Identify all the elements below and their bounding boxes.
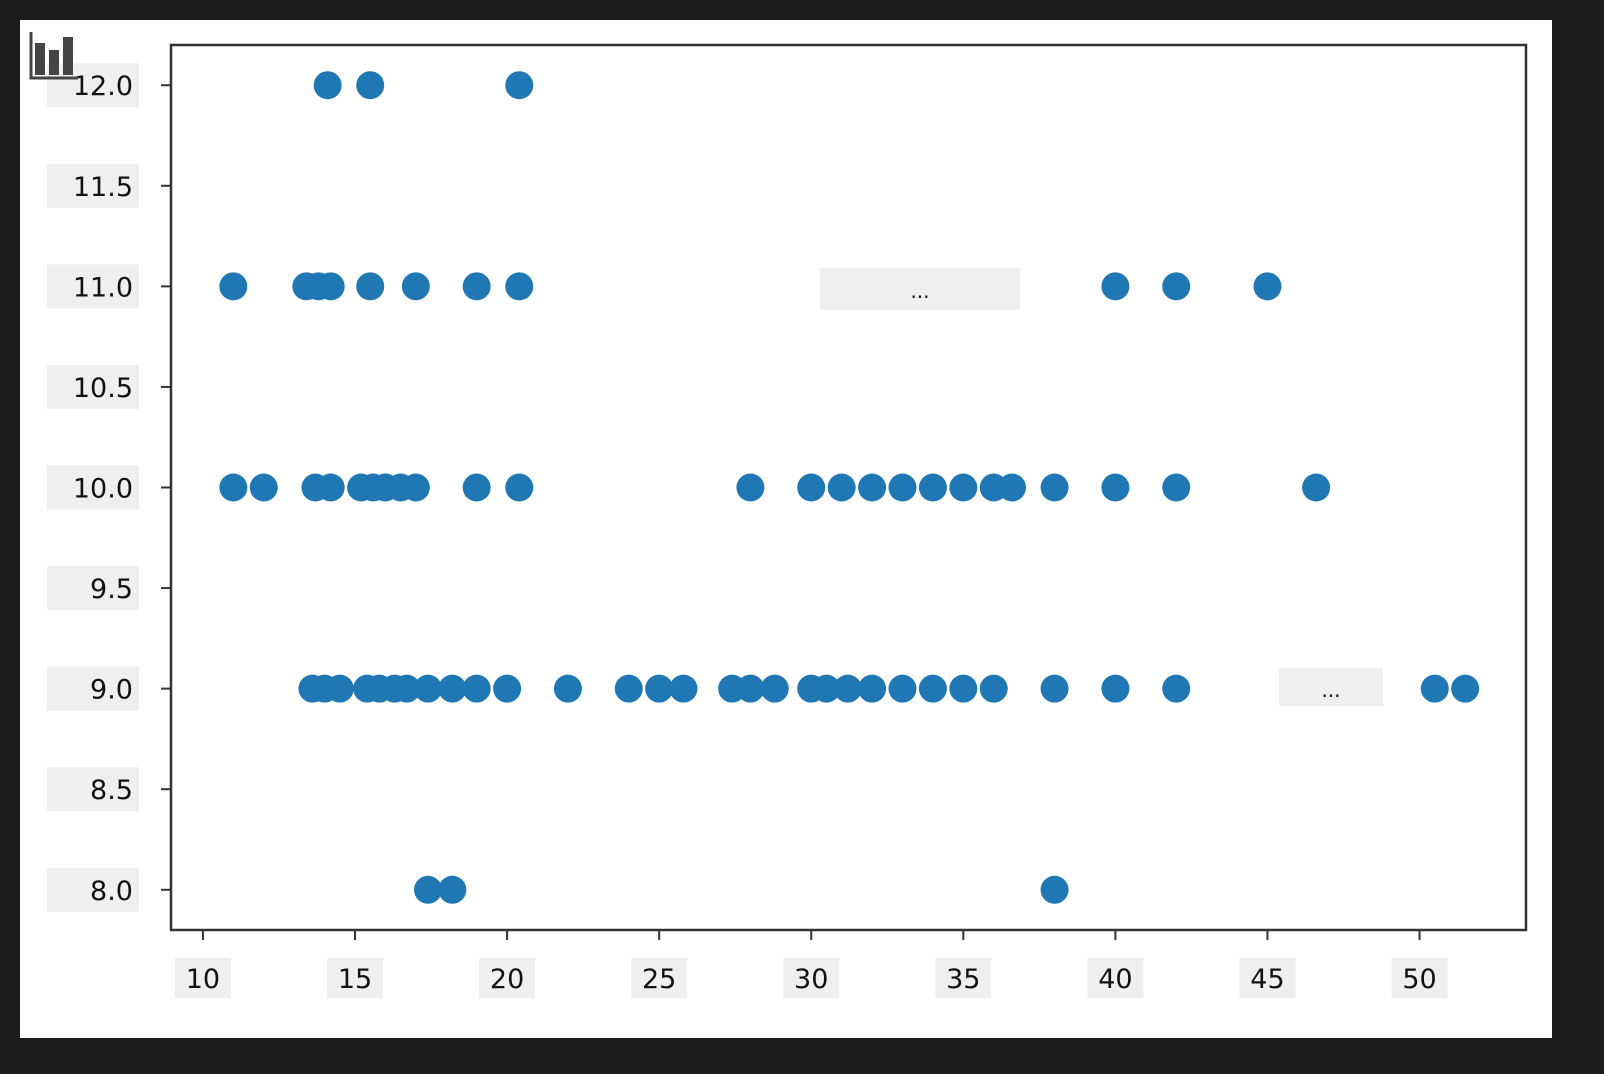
data-point — [736, 674, 765, 703]
data-point — [833, 674, 862, 703]
x-tick-label-bg — [783, 958, 840, 998]
data-point — [1420, 674, 1449, 703]
x-tick-label: 30 — [794, 964, 828, 995]
data-point — [614, 674, 643, 703]
y-tick-label: 8.0 — [90, 876, 133, 907]
overlay-box: ... — [1279, 668, 1383, 706]
data-point — [797, 473, 826, 502]
y-tick-label: 11.5 — [73, 172, 133, 203]
data-point — [736, 473, 765, 502]
x-tick-label: 40 — [1098, 964, 1132, 995]
data-point — [1253, 272, 1282, 301]
data-point — [316, 473, 345, 502]
data-point — [760, 674, 789, 703]
y-tick-label: 9.5 — [90, 574, 133, 605]
y-tick-label-bg — [47, 264, 139, 309]
data-point — [645, 674, 674, 703]
data-point — [438, 674, 467, 703]
data-point — [462, 473, 491, 502]
x-tick-label-bg — [631, 958, 688, 998]
data-point — [462, 674, 491, 703]
y-tick-label-bg — [47, 666, 139, 711]
chart-panel: 10 15 20 25 30 35 40 45 50 8.0 8.5 9.0 9.5 10.0 10.5 11… — [20, 20, 1552, 1038]
y-tick-label-bg — [47, 767, 139, 812]
data-point — [1451, 674, 1480, 703]
data-point — [249, 473, 278, 502]
data-point — [414, 875, 443, 904]
x-tick-label: 10 — [186, 964, 220, 995]
data-point — [669, 674, 698, 703]
data-point — [979, 674, 1008, 703]
data-point — [1101, 272, 1130, 301]
data-point — [858, 674, 887, 703]
data-point — [505, 71, 534, 100]
x-tick-label-bg — [1087, 958, 1144, 998]
x-tick-label-bg — [174, 958, 231, 998]
data-point — [949, 674, 978, 703]
data-point — [888, 674, 917, 703]
data-point — [1162, 272, 1191, 301]
data-point — [997, 473, 1026, 502]
data-point — [392, 674, 421, 703]
data-point — [219, 473, 248, 502]
data-point — [493, 674, 522, 703]
data-point — [1101, 674, 1130, 703]
y-tick-label: 11.0 — [73, 272, 133, 303]
data-point — [462, 272, 491, 301]
y-tick-label-bg — [47, 566, 139, 611]
data-point — [918, 473, 947, 502]
y-tick-label-bg — [47, 63, 139, 108]
data-point — [949, 473, 978, 502]
x-tick-label-bg — [327, 958, 384, 998]
x-tick-label: 45 — [1250, 964, 1284, 995]
data-point — [1040, 674, 1069, 703]
data-point — [1101, 473, 1130, 502]
x-tick-label: 25 — [642, 964, 676, 995]
x-tick-label: 20 — [490, 964, 524, 995]
data-point — [1162, 473, 1191, 502]
y-tick-label-bg — [47, 465, 139, 510]
y-tick-label: 10.5 — [73, 373, 133, 404]
data-point — [888, 473, 917, 502]
y-tick-label: 12.0 — [73, 71, 133, 102]
x-tick-label-bg — [1239, 958, 1296, 998]
overlay-box: ... — [820, 268, 1020, 310]
x-tick-label-bg — [479, 958, 536, 998]
y-tick-label-bg — [47, 163, 139, 208]
data-point — [1040, 875, 1069, 904]
x-tick-label: 15 — [338, 964, 372, 995]
scatter-chart: 10 15 20 25 30 35 40 45 50 8.0 8.5 9.0 9.5 10.0 10.5 11… — [47, 43, 1528, 998]
data-point — [316, 272, 345, 301]
x-tick-label: 50 — [1402, 964, 1436, 995]
data-point — [401, 272, 430, 301]
data-point — [812, 674, 841, 703]
data-point — [356, 272, 385, 301]
data-point — [1162, 674, 1191, 703]
y-tick-label-bg — [47, 364, 139, 409]
data-point — [827, 473, 856, 502]
data-point — [414, 674, 443, 703]
data-point — [313, 71, 342, 100]
data-point — [438, 875, 467, 904]
x-tick-label: 35 — [946, 964, 980, 995]
bar-chart-icon[interactable] — [28, 32, 88, 82]
y-tick-label: 8.5 — [90, 775, 133, 806]
x-tick-label-bg — [935, 958, 992, 998]
data-point — [219, 272, 248, 301]
data-point — [1040, 473, 1069, 502]
y-tick-label-bg — [47, 867, 139, 912]
data-point — [918, 674, 947, 703]
data-point — [401, 473, 430, 502]
data-point — [505, 272, 534, 301]
data-point — [553, 674, 582, 703]
data-point — [356, 71, 385, 100]
data-point — [325, 674, 354, 703]
y-tick-label: 10.0 — [73, 474, 133, 505]
data-point — [858, 473, 887, 502]
x-tick-label-bg — [1391, 958, 1448, 998]
data-point — [1302, 473, 1331, 502]
data-point — [505, 473, 534, 502]
y-tick-label: 9.0 — [90, 675, 133, 706]
